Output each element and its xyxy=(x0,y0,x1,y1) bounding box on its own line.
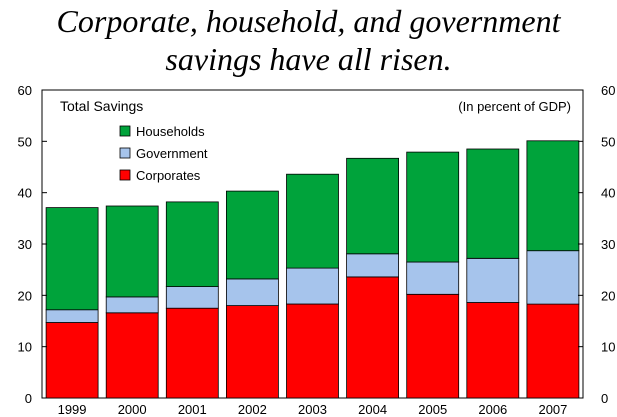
bar-corporates-1999 xyxy=(45,322,99,399)
x-tick-label: 2007 xyxy=(538,402,567,417)
bar-government-2002 xyxy=(225,278,279,306)
bar-households-1999 xyxy=(45,207,99,311)
bar-households-2003 xyxy=(286,173,339,269)
unit-note: (In percent of GDP) xyxy=(458,99,571,114)
bar-government-2000 xyxy=(105,296,159,314)
bar-households-2001 xyxy=(165,201,219,287)
chart-title: Total Savings xyxy=(60,98,143,114)
bar-households-2004 xyxy=(346,157,400,255)
legend-label-government: Government xyxy=(136,146,208,161)
x-tick-label: 2001 xyxy=(178,402,207,417)
right-tick-label: 20 xyxy=(601,288,615,303)
bar-corporates-2000 xyxy=(105,312,159,399)
bar-government-2001 xyxy=(165,286,219,309)
legend-label-corporates: Corporates xyxy=(136,168,201,183)
legend-swatch-households xyxy=(119,125,131,137)
bar-corporates-2005 xyxy=(406,293,460,399)
bar-households-2006 xyxy=(466,148,520,259)
bar-households-2002 xyxy=(225,190,279,280)
bar-government-2005 xyxy=(406,261,460,295)
bar-households-2007 xyxy=(526,140,580,252)
left-tick-label: 30 xyxy=(18,237,32,252)
bar-government-2007 xyxy=(526,250,580,305)
left-tick-label: 50 xyxy=(18,134,32,149)
legend-swatch-government xyxy=(119,147,131,159)
bar-government-2004 xyxy=(346,253,400,278)
bar-corporates-2004 xyxy=(346,276,400,399)
bar-corporates-2003 xyxy=(286,303,339,399)
bar-corporates-2001 xyxy=(165,307,219,399)
bar-government-2003 xyxy=(286,267,339,305)
x-tick-label: 2002 xyxy=(238,402,267,417)
legend-label-households: Households xyxy=(136,124,205,139)
bar-corporates-2002 xyxy=(225,305,279,399)
bar-government-2006 xyxy=(466,257,520,303)
right-tick-label: 40 xyxy=(601,186,615,201)
legend-swatch-corporates xyxy=(119,169,131,181)
bar-government-1999 xyxy=(45,309,99,323)
left-tick-label: 0 xyxy=(25,391,32,406)
x-tick-label: 2004 xyxy=(358,402,387,417)
bars-group xyxy=(45,140,580,399)
left-tick-label: 60 xyxy=(18,83,32,98)
right-tick-label: 50 xyxy=(601,134,615,149)
x-axis: 1999 2000 2001 2002 2003 2004 2005 2006 2007 xyxy=(58,402,568,417)
headline-line-2: savings have all risen. xyxy=(165,41,452,77)
left-tick-label: 10 xyxy=(18,340,32,355)
left-axis: 0 10 20 30 40 50 60 xyxy=(18,83,47,406)
bar-households-2000 xyxy=(105,205,159,298)
left-tick-label: 40 xyxy=(18,186,32,201)
headline-line-1: Corporate, household, and government xyxy=(56,3,561,39)
chart-headline: Corporate, household, and government sav… xyxy=(0,2,617,78)
right-tick-label: 30 xyxy=(601,237,615,252)
bar-corporates-2007 xyxy=(526,303,580,399)
legend: Households Government Corporates xyxy=(119,124,208,183)
x-tick-label: 1999 xyxy=(58,402,87,417)
right-axis: 0 10 20 30 40 50 60 xyxy=(578,83,615,406)
left-tick-label: 20 xyxy=(18,288,32,303)
x-tick-label: 2000 xyxy=(118,402,147,417)
x-tick-label: 2005 xyxy=(418,402,447,417)
right-tick-label: 60 xyxy=(601,83,615,98)
x-tick-label: 2003 xyxy=(298,402,327,417)
right-tick-label: 0 xyxy=(601,391,608,406)
right-tick-label: 10 xyxy=(601,340,615,355)
bar-households-2005 xyxy=(406,151,460,263)
bar-corporates-2006 xyxy=(466,302,520,399)
x-tick-label: 2006 xyxy=(478,402,507,417)
